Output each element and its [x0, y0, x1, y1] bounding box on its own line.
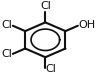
Text: Cl: Cl	[40, 1, 51, 11]
Text: Cl: Cl	[1, 49, 12, 59]
Text: OH: OH	[79, 20, 96, 30]
Text: Cl: Cl	[45, 64, 56, 74]
Text: Cl: Cl	[1, 20, 12, 30]
